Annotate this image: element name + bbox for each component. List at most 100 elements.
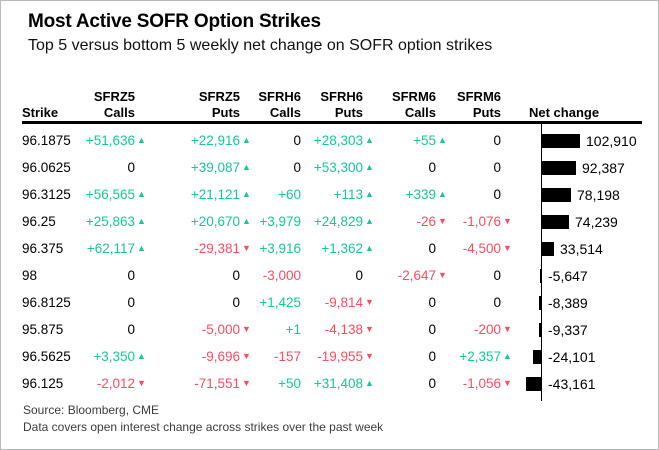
column-label: Calls bbox=[404, 105, 436, 120]
oi-change-value: -2,647 bbox=[397, 268, 436, 283]
down-arrow-icon: ▼ bbox=[503, 324, 512, 334]
oi-change-value: +22,916 bbox=[190, 133, 240, 148]
oi-change-value: -19,955 bbox=[317, 349, 363, 364]
table-header: Strike SFRZ5 Calls SFRZ5 Puts SFRH6 Calls SFRH6… bbox=[22, 81, 642, 121]
table-row: 95.875 0 -5,000 ▼ +1 -4,138 ▼ 0 -200 ▼ -9,337 bbox=[22, 316, 642, 343]
oi-change-value: +113 bbox=[333, 187, 363, 202]
down-arrow-icon: ▼ bbox=[137, 378, 146, 388]
oi-change-value: +21,121 bbox=[190, 187, 240, 202]
oi-change-value: 0 bbox=[493, 295, 501, 310]
column-label: Strike bbox=[22, 105, 59, 120]
oi-change-value: +31,408 bbox=[313, 376, 363, 391]
strike-value: 96.5625 bbox=[22, 349, 71, 364]
net-change-cell: 102,910 bbox=[514, 127, 642, 154]
column-header-z5p: SFRZ5 Puts bbox=[148, 81, 253, 121]
strike-value: 96.125 bbox=[22, 376, 64, 391]
net-change-cell: 92,387 bbox=[514, 154, 642, 181]
cell-z5p: +22,916 ▲ bbox=[148, 127, 253, 154]
up-arrow-icon: ▲ bbox=[137, 216, 146, 226]
net-change-cell: 78,198 bbox=[514, 181, 642, 208]
oi-change-value: 0 bbox=[232, 295, 240, 310]
cell-z5p: +39,087 ▲ bbox=[148, 154, 253, 181]
net-change-cell: -43,161 bbox=[514, 370, 642, 397]
oi-change-value: -157 bbox=[273, 349, 301, 364]
net-change-value: 74,239 bbox=[575, 213, 618, 230]
net-change-value: -5,647 bbox=[548, 267, 588, 284]
cell-h6c: 0 bbox=[253, 154, 301, 181]
cell-h6p: -19,955 ▼ bbox=[301, 343, 376, 370]
cell-h6c: +3,916 bbox=[253, 235, 301, 262]
oi-change-value: 0 bbox=[428, 322, 436, 337]
cell-h6c: +1,425 bbox=[253, 289, 301, 316]
net-change-cell: 74,239 bbox=[514, 208, 642, 235]
cell-z5p: +21,121 ▲ bbox=[148, 181, 253, 208]
up-arrow-icon: ▲ bbox=[503, 351, 512, 361]
net-change-cell: -5,647 bbox=[514, 262, 642, 289]
cell-z5p: -29,381 ▼ bbox=[148, 235, 253, 262]
oi-change-value: 0 bbox=[127, 160, 135, 175]
oi-change-value: -26 bbox=[416, 214, 436, 229]
up-arrow-icon: ▲ bbox=[242, 216, 251, 226]
up-arrow-icon: ▲ bbox=[365, 378, 374, 388]
net-change-value: 33,514 bbox=[560, 240, 603, 257]
down-arrow-icon: ▼ bbox=[242, 324, 251, 334]
oi-change-value: +24,829 bbox=[313, 214, 363, 229]
chart-title: Most Active SOFR Option Strikes bbox=[28, 11, 321, 32]
cell-z5p: 0 bbox=[148, 262, 253, 289]
cell-m6p: -1,056 ▼ bbox=[449, 370, 514, 397]
table-row: 96.0625 0 +39,087 ▲ 0 +53,300 ▲ 0 0 92,387 bbox=[22, 154, 642, 181]
table-row: 96.25 +25,863 ▲ +20,670 ▲ +3,979 +24,829 ▲ -26 ▼ -… bbox=[22, 208, 642, 235]
down-arrow-icon: ▼ bbox=[503, 216, 512, 226]
net-change-zero-axis bbox=[541, 121, 542, 401]
oi-change-value: +60 bbox=[278, 187, 301, 202]
cell-z5c: +56,565 ▲ bbox=[76, 181, 148, 208]
net-change-value: -43,161 bbox=[548, 375, 596, 392]
cell-m6c: +339 ▲ bbox=[376, 181, 449, 208]
footnote-line: Data covers open interest change across … bbox=[23, 419, 384, 434]
oi-change-value: -4,500 bbox=[462, 241, 501, 256]
down-arrow-icon: ▼ bbox=[503, 378, 512, 388]
up-arrow-icon: ▲ bbox=[365, 216, 374, 226]
table-row: 96.5625 +3,350 ▲ -9,696 ▼ -157 -19,955 ▼ 0 +2,357… bbox=[22, 343, 642, 370]
cell-h6p: -4,138 ▼ bbox=[301, 316, 376, 343]
column-label: Puts bbox=[211, 105, 240, 120]
column-label: Puts bbox=[334, 105, 363, 120]
net-change-bar bbox=[542, 214, 569, 229]
cell-m6c: 0 bbox=[376, 343, 449, 370]
oi-change-value: -1,056 bbox=[462, 376, 501, 391]
up-arrow-icon: ▲ bbox=[365, 243, 374, 253]
oi-change-value: +56,565 bbox=[85, 187, 135, 202]
column-header-m6c: SFRM6 Calls bbox=[376, 81, 449, 121]
oi-change-value: -4,138 bbox=[324, 322, 363, 337]
column-header-h6c: SFRH6 Calls bbox=[253, 81, 301, 121]
cell-z5c: 0 bbox=[76, 316, 148, 343]
oi-change-value: 0 bbox=[493, 187, 501, 202]
cell-m6p: 0 bbox=[449, 127, 514, 154]
cell-m6c: 0 bbox=[376, 235, 449, 262]
strike-value: 96.3125 bbox=[22, 187, 71, 202]
oi-change-value: 0 bbox=[493, 133, 501, 148]
net-change-cell: -9,337 bbox=[514, 316, 642, 343]
column-header-net: Net change bbox=[514, 81, 642, 121]
cell-h6c: +1 bbox=[253, 316, 301, 343]
oi-change-value: -3,000 bbox=[262, 268, 301, 283]
strike-value: 98 bbox=[22, 268, 38, 283]
oi-change-value: 0 bbox=[293, 133, 301, 148]
cell-z5p: -5,000 ▼ bbox=[148, 316, 253, 343]
up-arrow-icon: ▲ bbox=[242, 135, 251, 145]
cell-m6p: 0 bbox=[449, 262, 514, 289]
table-row: 96.375 +62,117 ▲ -29,381 ▼ +3,916 +1,362 ▲ 0 -4,5… bbox=[22, 235, 642, 262]
oi-change-value: +339 bbox=[405, 187, 436, 202]
oi-change-value: 0 bbox=[428, 160, 436, 175]
column-label: Calls bbox=[269, 105, 301, 120]
strike-value: 96.1875 bbox=[22, 133, 71, 148]
cell-h6p: +53,300 ▲ bbox=[301, 154, 376, 181]
oi-change-value: +1,362 bbox=[321, 241, 363, 256]
column-ticker: SFRH6 bbox=[320, 89, 363, 104]
down-arrow-icon: ▼ bbox=[365, 351, 374, 361]
chart-subtitle: Top 5 versus bottom 5 weekly net change … bbox=[28, 37, 493, 54]
oi-change-value: +3,916 bbox=[259, 241, 301, 256]
down-arrow-icon: ▼ bbox=[438, 270, 447, 280]
cell-h6c: +3,979 bbox=[253, 208, 301, 235]
cell-m6p: +2,357 ▲ bbox=[449, 343, 514, 370]
